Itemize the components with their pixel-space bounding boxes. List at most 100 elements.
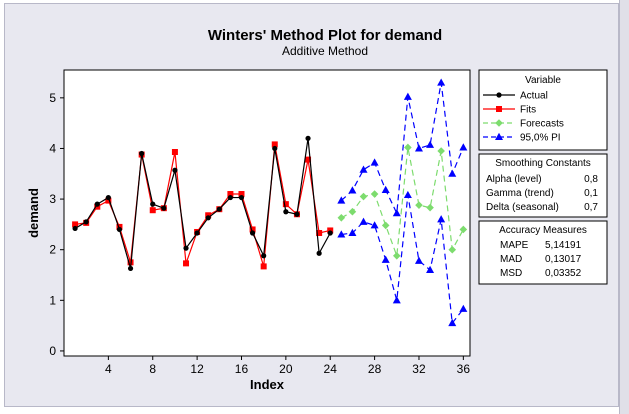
actual-point bbox=[227, 194, 233, 201]
forecast-point bbox=[370, 190, 379, 198]
y-tick-label: 0 bbox=[49, 344, 56, 358]
delta-value: 0,7 bbox=[584, 202, 598, 213]
mad-value: 0,13017 bbox=[545, 254, 582, 265]
accuracy-measures-box bbox=[478, 220, 608, 285]
actual-point bbox=[205, 215, 211, 221]
mape-value: 5,14191 bbox=[545, 240, 582, 251]
x-tick-label: 12 bbox=[190, 362, 204, 376]
forecast-point bbox=[348, 207, 357, 216]
pi-upper-point bbox=[337, 196, 346, 204]
legend-label: Fits bbox=[520, 105, 536, 116]
pi-lower-point bbox=[348, 228, 357, 236]
forecast-point bbox=[381, 221, 390, 230]
forecast-point bbox=[459, 225, 468, 234]
mape-label: MAPE bbox=[500, 240, 529, 251]
pi-lower-point bbox=[381, 255, 390, 263]
actual-point bbox=[294, 211, 300, 217]
x-axis: 4 8 12 16 20 24 28 32 36 bbox=[105, 356, 470, 376]
x-tick-label: 28 bbox=[368, 362, 382, 376]
y-tick-label: 2 bbox=[49, 243, 56, 257]
fits-point bbox=[238, 191, 245, 198]
forecast-point bbox=[426, 203, 434, 212]
pi-upper-point bbox=[348, 186, 357, 194]
y-tick-label: 3 bbox=[49, 192, 56, 206]
actual-point bbox=[94, 201, 100, 207]
series-pi bbox=[337, 78, 468, 327]
forecasts-line bbox=[341, 147, 464, 256]
actual-point bbox=[305, 135, 311, 141]
forecast-point bbox=[337, 214, 346, 222]
pi-upper-point bbox=[392, 209, 401, 217]
legend-title: Variable bbox=[525, 75, 561, 86]
pi-upper-point bbox=[437, 78, 446, 86]
pi-lower-point bbox=[337, 230, 346, 238]
actual-point bbox=[316, 250, 322, 256]
legend-marker bbox=[496, 92, 502, 98]
actual-point bbox=[249, 230, 256, 236]
pi-upper-point bbox=[426, 140, 435, 148]
actual-point bbox=[139, 150, 145, 157]
actual-point bbox=[238, 194, 245, 201]
x-tick-label: 8 bbox=[149, 362, 156, 376]
series-layer bbox=[72, 78, 468, 327]
x-tick-label: 36 bbox=[457, 362, 471, 376]
actual-point bbox=[150, 201, 156, 207]
x-tick-label: 32 bbox=[412, 362, 426, 376]
gamma-label: Gamma (trend) bbox=[486, 188, 554, 199]
y-tick-label: 4 bbox=[49, 141, 56, 155]
actual-point bbox=[261, 253, 267, 259]
actual-point bbox=[116, 226, 123, 233]
y-tick-label: 1 bbox=[49, 293, 56, 307]
actual-point bbox=[105, 194, 111, 201]
fits-point bbox=[105, 197, 112, 204]
plot-area bbox=[63, 69, 471, 357]
forecast-point bbox=[404, 143, 412, 152]
pi-upper-point bbox=[359, 165, 368, 173]
x-tick-label: 24 bbox=[324, 362, 338, 376]
pi-lower-point bbox=[370, 221, 379, 229]
pi-lower-point bbox=[414, 256, 423, 264]
msd-value: 0,03352 bbox=[545, 268, 582, 279]
chart-title: Winters' Method Plot for demand bbox=[208, 27, 442, 44]
forecast-point bbox=[437, 147, 445, 155]
alpha-value: 0,8 bbox=[584, 174, 598, 185]
legend-label: 95,0% PI bbox=[520, 133, 561, 144]
pi-upper-point bbox=[370, 158, 379, 166]
series-actual bbox=[72, 135, 333, 272]
y-tick-label: 5 bbox=[49, 91, 56, 105]
y-axis: 0 1 2 3 4 5 bbox=[49, 91, 64, 358]
pi-upper-point bbox=[448, 169, 457, 177]
legend-marker bbox=[496, 106, 502, 112]
pi-lower-point bbox=[403, 190, 412, 199]
actual-point bbox=[127, 265, 134, 272]
forecast-point bbox=[448, 245, 457, 254]
forecast-point bbox=[415, 201, 423, 209]
pi-upper-line bbox=[340, 82, 464, 216]
fits-point bbox=[183, 260, 190, 267]
actual-point bbox=[161, 205, 167, 211]
fits-point bbox=[305, 156, 312, 163]
fits-point bbox=[72, 221, 79, 228]
actual-point bbox=[172, 167, 178, 173]
series-forecasts bbox=[337, 143, 468, 260]
window-edge bbox=[619, 0, 629, 414]
actual-point bbox=[272, 145, 278, 152]
mad-label: MAD bbox=[500, 254, 522, 265]
pi-upper-point bbox=[459, 143, 468, 151]
fits-point bbox=[149, 207, 156, 214]
x-axis-label: Index bbox=[250, 377, 285, 392]
smoothing-constants-title: Smoothing Constants bbox=[495, 158, 591, 169]
legend-marker bbox=[495, 132, 503, 140]
chart-subtitle: Additive Method bbox=[282, 44, 368, 58]
pi-lower-point bbox=[448, 318, 457, 327]
actual-point bbox=[327, 230, 333, 236]
fits-point bbox=[316, 229, 323, 236]
pi-lower-point bbox=[437, 215, 446, 223]
x-tick-label: 4 bbox=[105, 362, 112, 376]
actual-point bbox=[216, 206, 222, 212]
smoothing-constants-box bbox=[478, 153, 608, 218]
pi-upper-point bbox=[414, 144, 423, 152]
fits-point bbox=[227, 191, 234, 198]
msd-label: MSD bbox=[500, 268, 522, 279]
